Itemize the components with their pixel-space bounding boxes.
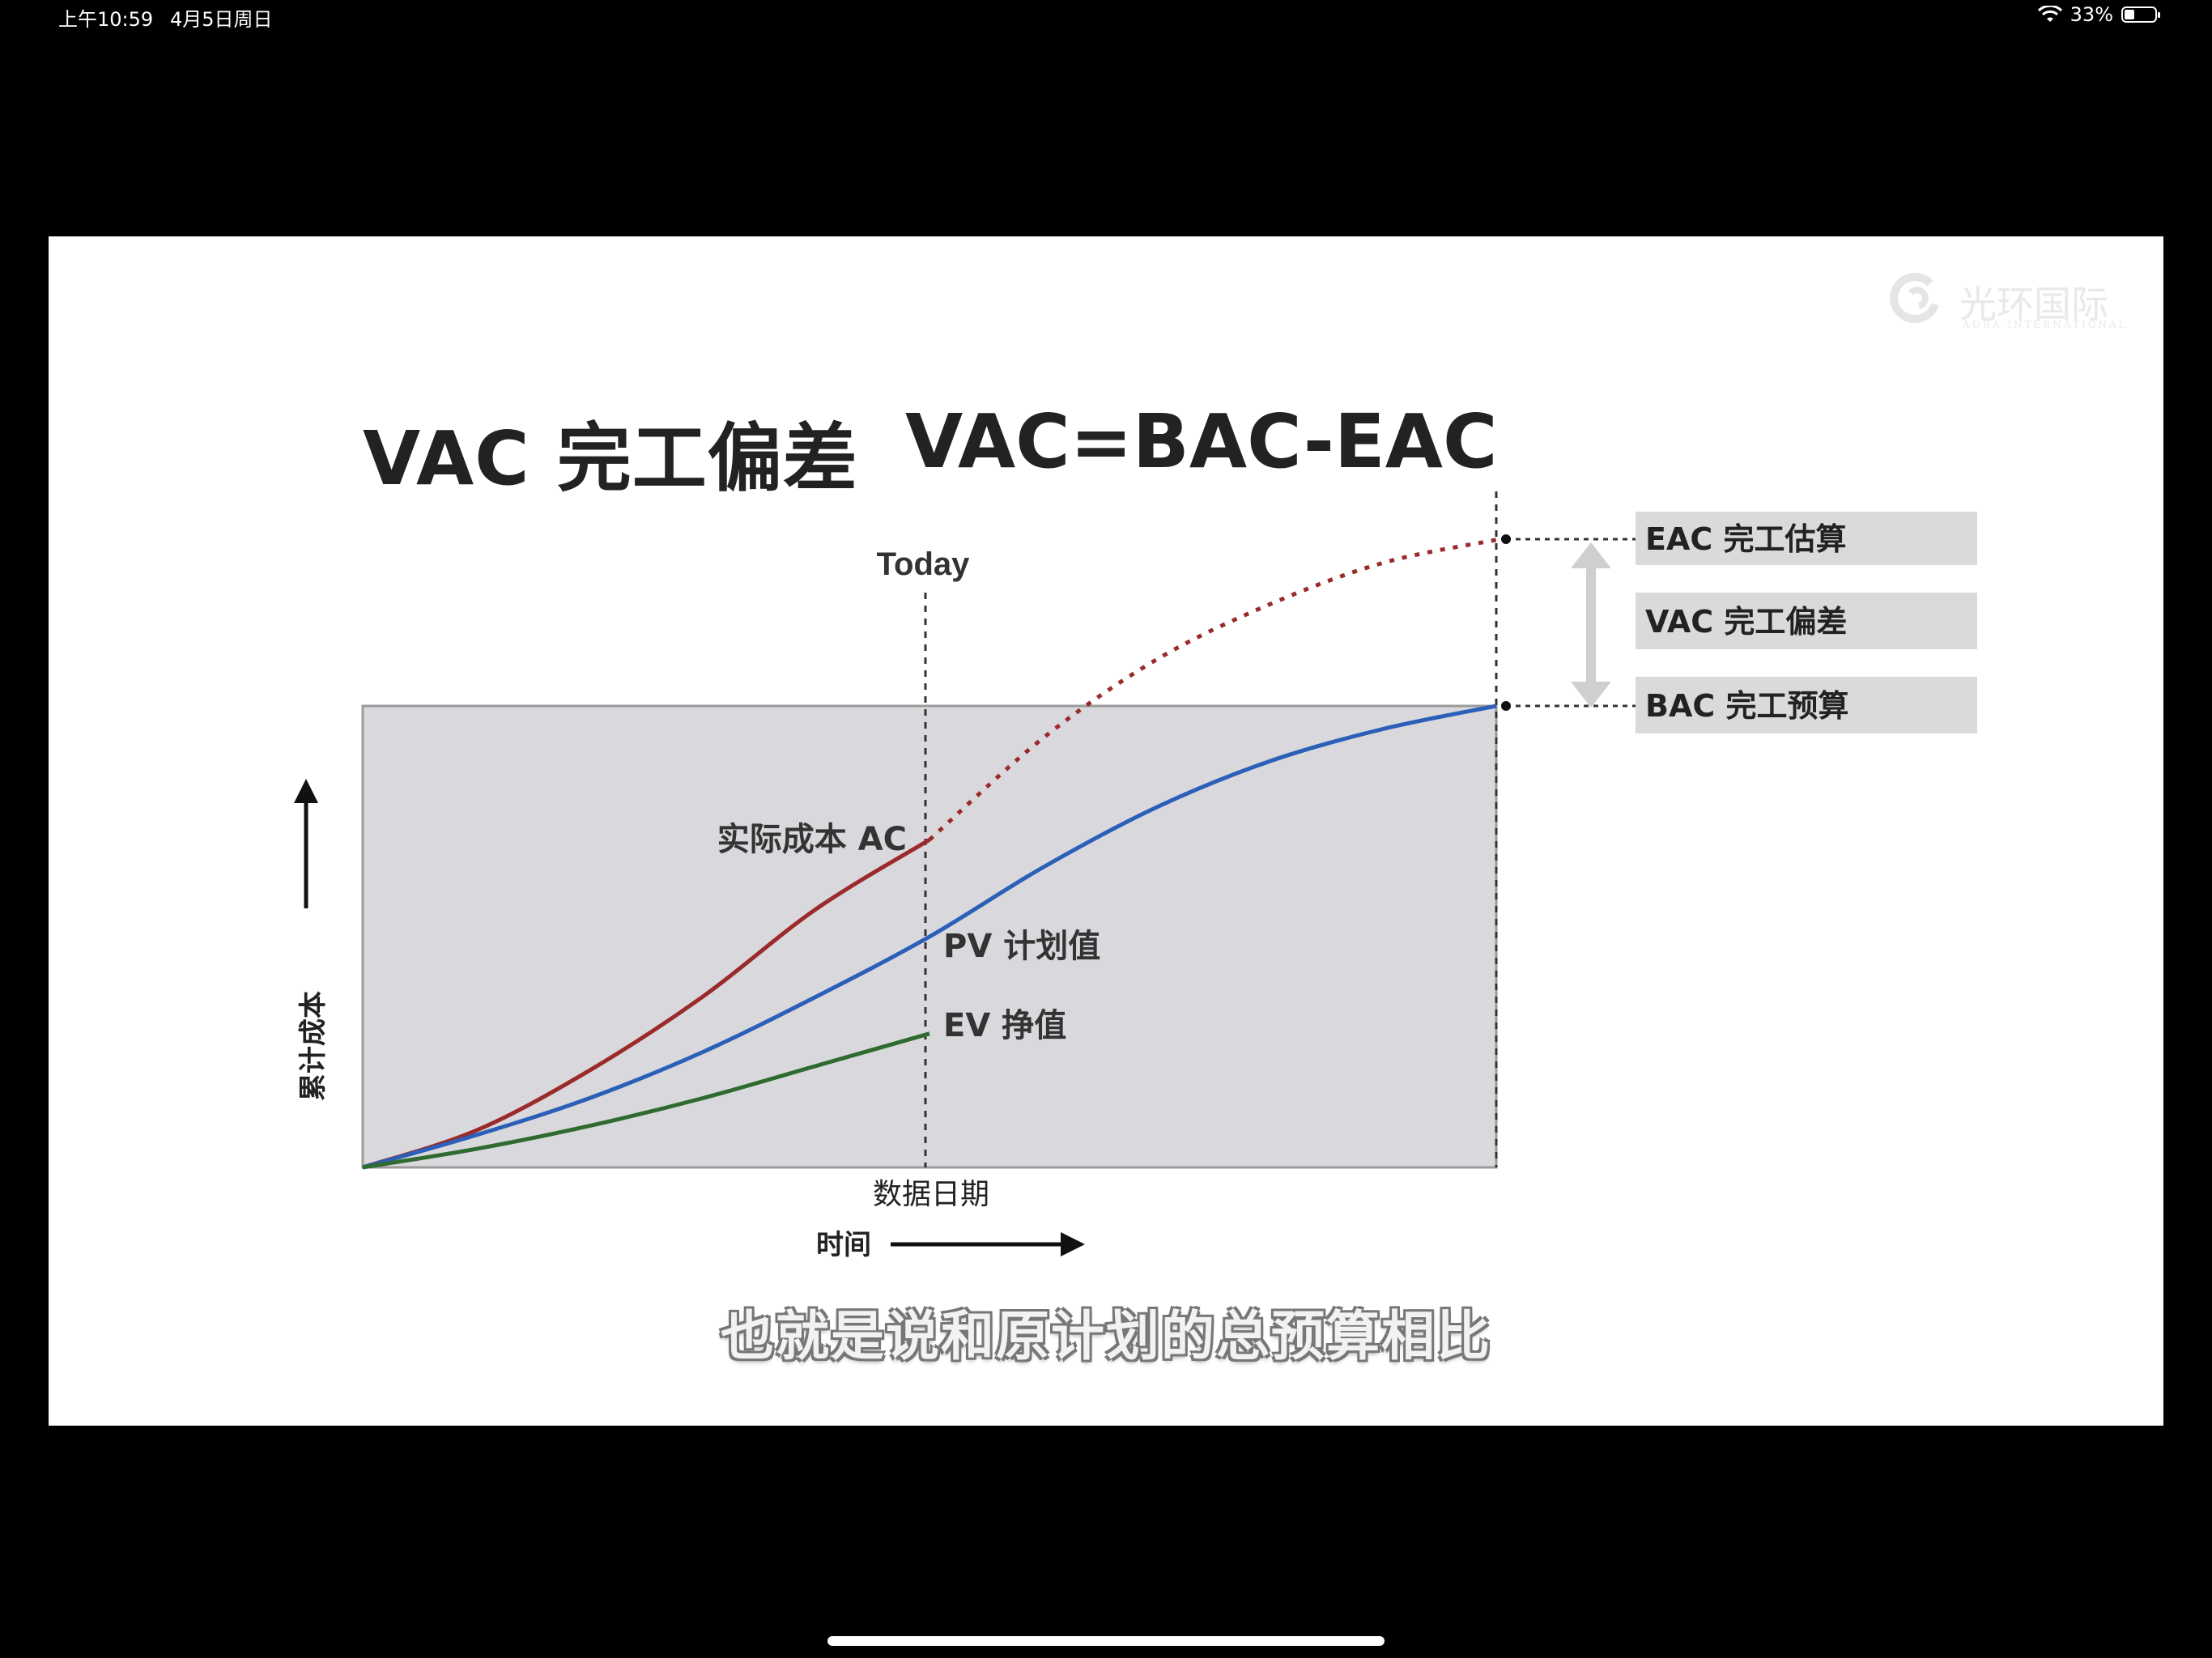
ac-label: 实际成本 AC: [717, 821, 907, 858]
eac-point: [1501, 534, 1511, 544]
vac-annotation: VAC 完工偏差: [1645, 604, 1847, 640]
eac-box: [1636, 512, 1977, 565]
ev-line: [362, 1031, 930, 1170]
subtitle-caption: 也就是说和原计划的总预算相比: [721, 1305, 1491, 1367]
vac-double-arrow: [1571, 542, 1611, 708]
today-label: Today: [877, 546, 971, 582]
vac-box: [1636, 593, 1977, 649]
home-indicator[interactable]: [827, 1636, 1385, 1646]
slide-formula: VAC=BAC-EAC: [905, 398, 1498, 485]
ac-line: [362, 838, 931, 1170]
bac-point: [1501, 701, 1511, 711]
battery-fill: [2125, 10, 2134, 19]
battery-icon: [2121, 6, 2160, 23]
video-slide[interactable]: 光环国际 AURA INTERNATIONAL VAC 完工偏差 VAC=BAC…: [49, 236, 2163, 1426]
status-time: 上午10:59: [58, 8, 154, 31]
data-date-label: 数据日期: [873, 1178, 989, 1211]
status-date: 4月5日周日: [170, 8, 273, 31]
bac-box: [1636, 677, 1977, 733]
slide-title: VAC 完工偏差: [363, 415, 858, 502]
status-bar: 上午10:59 4月5日周日 33%: [0, 0, 2212, 36]
wifi-icon: [2037, 6, 2062, 22]
eac-annotation: EAC 完工估算: [1645, 521, 1847, 557]
watermark-subtext: AURA INTERNATIONAL: [1963, 319, 2128, 330]
x-axis-label: 时间: [816, 1229, 871, 1261]
status-right: 33%: [2037, 3, 2160, 26]
y-axis-label: 累计成本: [297, 991, 330, 1101]
pv-label: PV 计划值: [943, 928, 1100, 965]
battery-percent: 33%: [2069, 3, 2113, 26]
ev-label: EV 挣值: [943, 1007, 1066, 1044]
pv-line: [362, 704, 1497, 1170]
watermark-logo: 光环国际 AURA INTERNATIONAL: [1887, 269, 2129, 334]
bac-annotation: BAC 完工预算: [1645, 688, 1849, 724]
vac-chart: Today 实际成本 AC PV 计划值 EV 挣值 EAC 完工估算 VAC …: [294, 491, 1977, 1261]
eac-forecast-line: [928, 538, 1497, 842]
watermark-text: 光环国际: [1959, 283, 2108, 326]
logo-icon: [1890, 273, 1939, 323]
